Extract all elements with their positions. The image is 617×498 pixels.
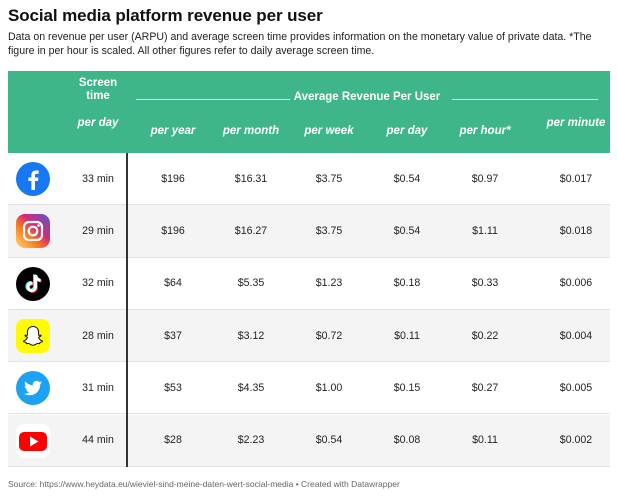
header-col-per-minute: per minute xyxy=(546,117,606,129)
cell-value: $0.54 xyxy=(315,434,343,447)
cell-value: $0.22 xyxy=(471,329,499,342)
cell-value: $3.12 xyxy=(237,329,265,342)
cell-value: $0.08 xyxy=(393,434,421,447)
snapchat-icon xyxy=(15,318,51,354)
facebook-icon xyxy=(15,161,51,197)
table-row: 28 min $37 $3.12 $0.72 $0.11 $0.22 $0.004 xyxy=(8,309,610,363)
header-group-label: Average Revenue Per User xyxy=(293,91,441,103)
table-row: 29 min $196 $16.27 $3.75 $0.54 $1.11 $0.018 xyxy=(8,205,610,258)
cell-value: $0.27 xyxy=(471,381,499,394)
cell-screen-time: 31 min xyxy=(82,381,114,394)
cell-value: $0.017 xyxy=(559,172,593,185)
cell-value: $196 xyxy=(161,224,185,237)
cell-screen-time: 29 min xyxy=(82,224,114,237)
header-col-per-week: per week xyxy=(304,125,354,137)
cell-value: $37 xyxy=(164,329,182,342)
cell-value: $5.35 xyxy=(237,277,265,290)
cell-value: $64 xyxy=(164,277,182,290)
youtube-icon xyxy=(15,423,51,459)
cell-value: $1.11 xyxy=(472,224,498,237)
cell-value: $0.15 xyxy=(393,381,421,394)
cell-value: $2.23 xyxy=(237,434,265,447)
cell-value: $0.11 xyxy=(472,434,498,447)
header-screen-time: Screen time xyxy=(78,77,118,102)
cell-value: $0.018 xyxy=(559,224,593,237)
table-row: 44 min $28 $2.23 $0.54 $0.08 $0.11 $0.002 xyxy=(8,414,610,467)
cell-value: $3.75 xyxy=(315,224,343,237)
cell-value: $28 xyxy=(164,434,182,447)
cell-screen-time: 44 min xyxy=(82,434,114,447)
header-col-per-month: per month xyxy=(222,125,280,137)
cell-value: $0.54 xyxy=(393,172,421,185)
cell-value: $16.31 xyxy=(234,172,268,185)
cell-value: $0.002 xyxy=(559,434,593,447)
table-row: 31 min $53 $4.35 $1.00 $0.15 $0.27 $0.005 xyxy=(8,362,610,415)
cell-value: $0.18 xyxy=(393,277,421,290)
cell-value: $0.33 xyxy=(471,277,499,290)
cell-value: $0.11 xyxy=(394,329,420,342)
column-divider xyxy=(126,153,128,467)
cell-value: $1.00 xyxy=(315,381,343,394)
table-row: 33 min $196 $16.31 $3.75 $0.54 $0.97 $0.017 xyxy=(8,153,610,206)
cell-value: $1.23 xyxy=(315,277,343,290)
cell-value: $16.27 xyxy=(234,224,268,237)
revenue-table: Screen time per day Average Revenue Per … xyxy=(8,71,610,467)
twitter-icon xyxy=(15,370,51,406)
header-group: Average Revenue Per User xyxy=(134,91,600,107)
cell-value: $0.005 xyxy=(559,381,593,394)
cell-value: $0.54 xyxy=(393,224,421,237)
cell-value: $4.35 xyxy=(237,381,265,394)
cell-value: $0.72 xyxy=(315,329,343,342)
cell-screen-time: 32 min xyxy=(82,277,114,290)
header-group-rule-left xyxy=(136,99,290,100)
page-title: Social media platform revenue per user xyxy=(8,6,323,25)
header-group-rule-right xyxy=(452,99,598,100)
cell-value: $0.97 xyxy=(471,172,499,185)
header-col-per-day: per day xyxy=(386,125,428,137)
table-row: 32 min $64 $5.35 $1.23 $0.18 $0.33 $0.006 xyxy=(8,258,610,310)
cell-value: $0.004 xyxy=(559,329,593,342)
cell-value: $0.006 xyxy=(559,277,593,290)
cell-screen-time: 33 min xyxy=(82,172,114,185)
table-header: Screen time per day Average Revenue Per … xyxy=(8,71,610,153)
instagram-icon xyxy=(15,213,51,249)
header-col-per-year: per year xyxy=(150,125,196,137)
cell-value: $196 xyxy=(161,172,185,185)
cell-value: $53 xyxy=(164,381,182,394)
description: Data on revenue per user (ARPU) and aver… xyxy=(8,31,592,57)
header-col-per-hour: per hour* xyxy=(459,125,511,137)
cell-value: $3.75 xyxy=(315,172,343,185)
tiktok-icon xyxy=(15,266,51,302)
cell-screen-time: 28 min xyxy=(82,329,114,342)
header-per-day-screen: per day xyxy=(77,117,119,129)
source-note: Source: https://www.heydata.eu/wieviel-s… xyxy=(8,479,400,489)
